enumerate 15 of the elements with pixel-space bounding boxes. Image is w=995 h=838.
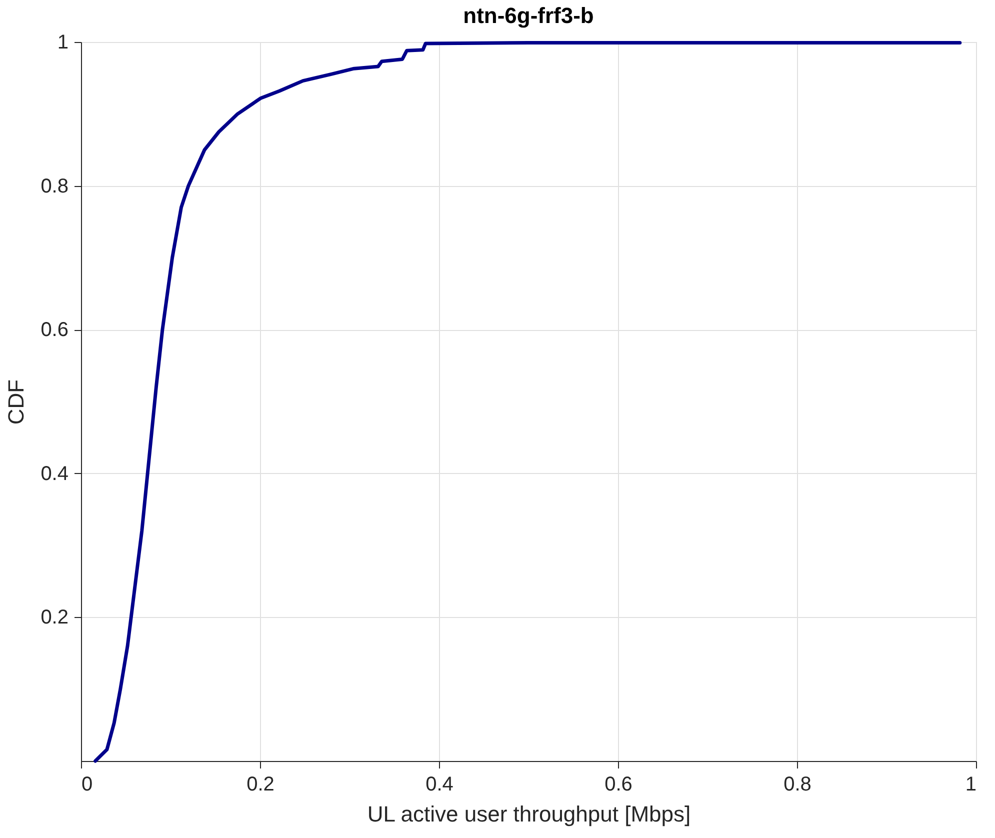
y-tick-label: 0.6 (40, 319, 68, 342)
x-tick-label: 0.2 (246, 774, 274, 796)
x-tick-label: 0.6 (604, 774, 632, 796)
chart-title: ntn-6g-frf3-b (463, 3, 594, 28)
y-tick-label: 0.4 (40, 462, 68, 485)
y-tick-label: 0.8 (40, 175, 68, 198)
line-series (94, 40, 962, 763)
x-axis-title: UL active user throughput [Mbps] (367, 802, 691, 826)
y-axis-title: CDF (4, 379, 29, 425)
x-tick-label: 1 (965, 774, 976, 796)
y-tick-label: 0.2 (40, 606, 68, 629)
x-tick-label: 0.8 (784, 774, 812, 796)
x-tick-label: 0.4 (426, 774, 454, 796)
y-tick-label: 1 (57, 32, 68, 54)
x-tick-label: 0 (82, 774, 93, 796)
